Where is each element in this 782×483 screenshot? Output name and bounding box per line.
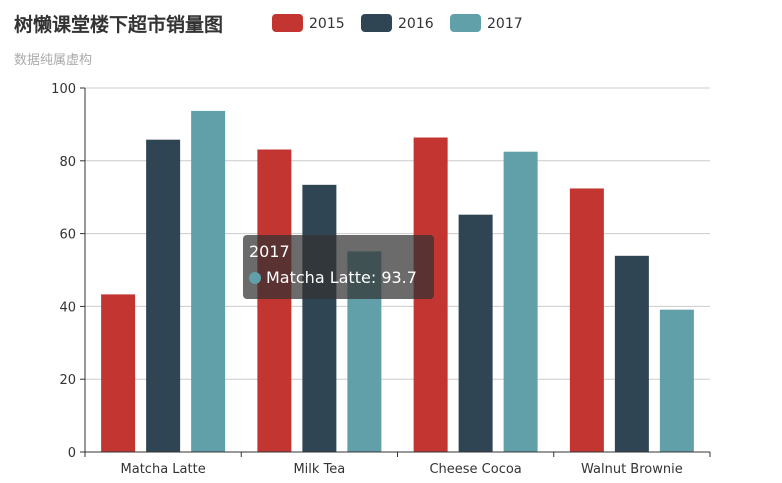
bar-2017-0[interactable]	[191, 111, 225, 452]
chart-title: 树懒课堂楼下超市销量图	[14, 13, 223, 36]
bar-2015-1[interactable]	[257, 150, 291, 452]
legend-item-2015[interactable]: 2015	[272, 14, 345, 32]
y-tick-label: 60	[59, 228, 76, 243]
tooltip-row: Matcha Latte: 93.7	[249, 267, 428, 289]
bar-2016-2[interactable]	[459, 215, 493, 452]
legend-item-2016[interactable]: 2016	[361, 14, 434, 32]
legend-item-2017[interactable]: 2017	[450, 14, 523, 32]
bar-2017-3[interactable]	[660, 310, 694, 452]
legend-swatch	[450, 14, 481, 32]
x-tick-label: Matcha Latte	[121, 462, 206, 477]
x-tick-label: Walnut Brownie	[581, 462, 683, 477]
legend-swatch	[272, 14, 303, 32]
legend-swatch	[361, 14, 392, 32]
bar-2016-3[interactable]	[615, 256, 649, 452]
y-tick-label: 80	[59, 155, 76, 170]
y-tick-label: 0	[68, 446, 76, 461]
y-tick-label: 20	[59, 373, 76, 388]
y-tick-label: 40	[59, 300, 76, 315]
tooltip-category: Matcha Latte	[266, 268, 371, 287]
bar-2016-1[interactable]	[302, 185, 336, 452]
bar-2016-0[interactable]	[146, 140, 180, 452]
legend[interactable]: 2015 2016 2017	[272, 14, 523, 32]
x-tick-label: Cheese Cocoa	[429, 462, 521, 477]
bar-2017-2[interactable]	[504, 152, 538, 452]
x-tick-label: Milk Tea	[293, 462, 345, 477]
tooltip-series-marker	[249, 272, 261, 284]
tooltip-series-name: 2017	[249, 242, 428, 262]
legend-label: 2017	[487, 16, 523, 32]
y-tick-label: 100	[51, 82, 76, 97]
bar-2015-3[interactable]	[570, 188, 604, 452]
legend-label: 2016	[398, 16, 434, 32]
bar-2015-0[interactable]	[101, 294, 135, 452]
tooltip-value: 93.7	[381, 268, 417, 287]
tooltip: 2017 Matcha Latte: 93.7	[243, 235, 434, 299]
chart-subtitle: 数据纯属虚构	[14, 53, 92, 68]
legend-label: 2015	[309, 16, 345, 32]
